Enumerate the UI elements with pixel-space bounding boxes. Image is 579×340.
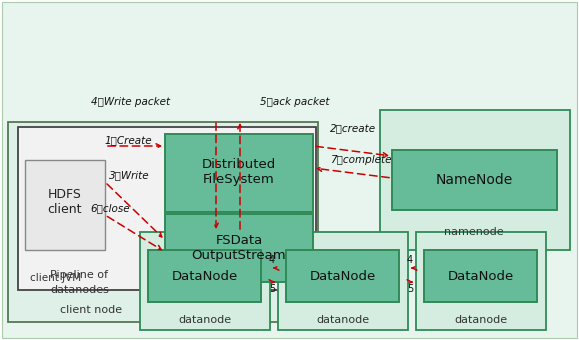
Text: DataNode: DataNode <box>448 270 514 283</box>
Text: datanode: datanode <box>317 315 369 325</box>
Text: 7：complete: 7：complete <box>330 155 391 165</box>
Text: Pipeline of: Pipeline of <box>50 270 108 280</box>
Text: datanode: datanode <box>178 315 232 325</box>
Text: 3：Write: 3：Write <box>109 170 150 180</box>
Text: datanode: datanode <box>455 315 508 325</box>
FancyBboxPatch shape <box>8 122 318 322</box>
Text: client JVM: client JVM <box>30 273 81 283</box>
FancyBboxPatch shape <box>424 250 537 302</box>
Text: FSData
OutputStream: FSData OutputStream <box>192 234 286 262</box>
Text: DataNode: DataNode <box>172 270 238 283</box>
FancyBboxPatch shape <box>416 232 546 330</box>
Text: 2：create: 2：create <box>330 123 376 133</box>
FancyBboxPatch shape <box>392 150 557 210</box>
Text: HDFS
client: HDFS client <box>47 188 82 216</box>
Text: 4: 4 <box>407 255 413 265</box>
FancyBboxPatch shape <box>148 250 261 302</box>
Text: 4：Write packet: 4：Write packet <box>91 97 170 107</box>
Text: 5: 5 <box>269 284 275 294</box>
Text: namenode: namenode <box>444 227 504 237</box>
FancyBboxPatch shape <box>140 232 270 330</box>
FancyBboxPatch shape <box>18 127 316 290</box>
Text: 6：close: 6：close <box>90 203 130 213</box>
FancyBboxPatch shape <box>165 214 313 282</box>
Text: DataNode: DataNode <box>310 270 376 283</box>
Text: 5：ack packet: 5：ack packet <box>260 97 329 107</box>
Text: 1：Create: 1：Create <box>104 135 152 145</box>
FancyBboxPatch shape <box>165 134 313 212</box>
Text: 5: 5 <box>407 284 413 294</box>
Text: Distributed
FileSystem: Distributed FileSystem <box>202 158 276 186</box>
Text: datanodes: datanodes <box>50 285 109 295</box>
FancyBboxPatch shape <box>278 232 408 330</box>
Text: client node: client node <box>60 305 122 315</box>
Text: 4: 4 <box>269 255 275 265</box>
FancyBboxPatch shape <box>286 250 399 302</box>
Text: NameNode: NameNode <box>435 173 512 187</box>
FancyBboxPatch shape <box>380 110 570 250</box>
FancyBboxPatch shape <box>25 160 105 250</box>
